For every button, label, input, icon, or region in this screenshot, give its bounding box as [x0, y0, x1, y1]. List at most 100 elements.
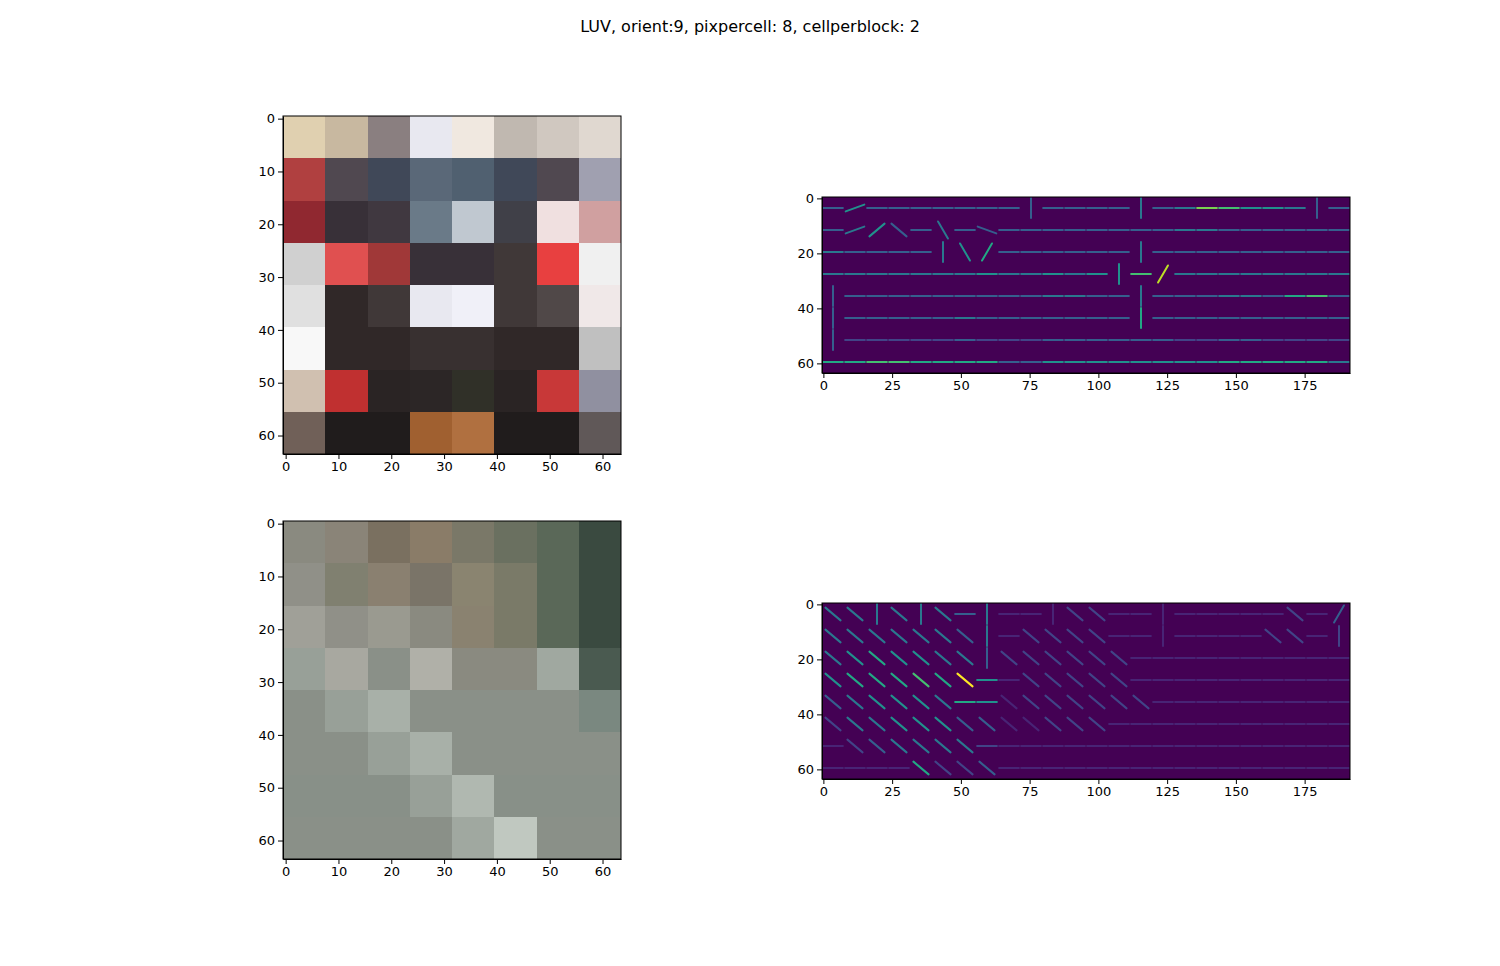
hog-cell — [1285, 745, 1305, 747]
hog-cell — [957, 762, 972, 775]
tick: 40 — [258, 323, 283, 338]
hog-cell — [825, 608, 840, 621]
hog-cell — [1153, 229, 1173, 231]
x-axis: 0255075100125150175 — [820, 779, 1351, 799]
hog-cell — [1043, 251, 1063, 253]
tick-label: 175 — [1293, 378, 1318, 393]
pixel-block — [368, 243, 411, 286]
x-axis: 0102030405060 — [282, 859, 622, 879]
hog-cell — [1131, 613, 1151, 615]
tick: 50 — [542, 454, 559, 474]
pixel-block — [325, 412, 368, 454]
tick-label: 50 — [953, 784, 970, 799]
hog-cell — [957, 630, 972, 643]
tick-mark — [817, 714, 822, 715]
hog-cell — [1175, 251, 1195, 253]
hog-cell — [1043, 745, 1063, 747]
pixel-block — [368, 817, 411, 859]
hog-cell — [1065, 229, 1085, 231]
hog-cell — [847, 674, 862, 687]
hog-cell — [999, 251, 1019, 253]
hog-cell — [1263, 339, 1283, 341]
pixel-block — [494, 158, 537, 201]
hog-cell — [1087, 251, 1107, 253]
hog-cell — [1153, 745, 1173, 747]
hog-cell — [911, 295, 931, 297]
tick: 0 — [820, 779, 828, 799]
pixel-block — [537, 412, 580, 454]
hog-cell — [891, 652, 906, 665]
tick: 0 — [267, 111, 283, 126]
hog-cell — [1241, 657, 1261, 659]
hog-cell — [913, 630, 928, 643]
axis-line — [284, 454, 622, 455]
hog-cell — [1153, 701, 1173, 703]
hog-cell — [1175, 679, 1195, 681]
hog-cell — [1067, 696, 1082, 709]
pixel-block — [368, 606, 411, 649]
pixel-block — [410, 201, 453, 244]
pixel-block — [325, 775, 368, 818]
hog-cell — [1109, 723, 1129, 725]
hog-cell — [1001, 652, 1016, 665]
pixel-block — [579, 201, 621, 244]
y-axis: 0102030405060 — [258, 111, 283, 454]
hog-cell — [1067, 608, 1082, 621]
pixel-block — [494, 201, 537, 244]
pixel-block — [494, 412, 537, 454]
hog-cell — [1285, 317, 1305, 319]
hog-cell — [867, 317, 887, 319]
hog-cell — [1045, 630, 1060, 643]
hog-cell — [1197, 613, 1217, 615]
hog-cell — [933, 339, 953, 341]
pixel-block — [537, 116, 580, 159]
tick-mark — [278, 171, 283, 172]
hog-cell — [1131, 745, 1151, 747]
pixel-block — [368, 412, 411, 454]
hog-cell — [1045, 696, 1060, 709]
pixel-block — [494, 775, 537, 818]
tick: 50 — [542, 859, 559, 879]
tick: 40 — [489, 859, 506, 879]
hog-cell — [955, 361, 975, 363]
hog-cell — [1241, 339, 1261, 341]
hog-cell — [1219, 701, 1239, 703]
hog-cell — [1263, 207, 1283, 209]
pixel-block — [325, 370, 368, 413]
hog-cell — [1197, 361, 1217, 363]
axis-line — [822, 198, 823, 374]
tick-mark — [278, 383, 283, 384]
pixel-block — [325, 606, 368, 649]
hog-cell — [955, 295, 975, 297]
hog-cell — [911, 207, 931, 209]
hog-cell — [1087, 361, 1107, 363]
tick: 20 — [258, 622, 283, 637]
hog-cell — [1219, 229, 1239, 231]
hog-cell — [1065, 207, 1085, 209]
hog-cell — [911, 339, 931, 341]
tick-mark — [278, 224, 283, 225]
pixel-block — [368, 285, 411, 328]
hog-cell — [1109, 229, 1129, 231]
tick: 175 — [1293, 779, 1318, 799]
hog-cell — [1065, 745, 1085, 747]
pixel-block — [283, 412, 326, 454]
hog-cell — [845, 317, 865, 319]
pixel-block — [452, 563, 495, 606]
pixel-block — [579, 158, 621, 201]
hog-cell — [891, 630, 906, 643]
tick-label: 40 — [489, 459, 506, 474]
tick: 20 — [797, 652, 822, 667]
hog-cell — [1329, 767, 1349, 769]
pixel-block — [283, 243, 326, 286]
pixel-block — [537, 648, 580, 691]
hog-cell — [1307, 635, 1327, 637]
pixel-block — [325, 817, 368, 859]
hog-cell — [1023, 630, 1038, 643]
hog-cell — [999, 361, 1019, 363]
pixel-block — [368, 327, 411, 370]
hog-cell — [1219, 339, 1239, 341]
tick-label: 40 — [489, 864, 506, 879]
tick: 50 — [953, 779, 970, 799]
pixel-block — [452, 201, 495, 244]
